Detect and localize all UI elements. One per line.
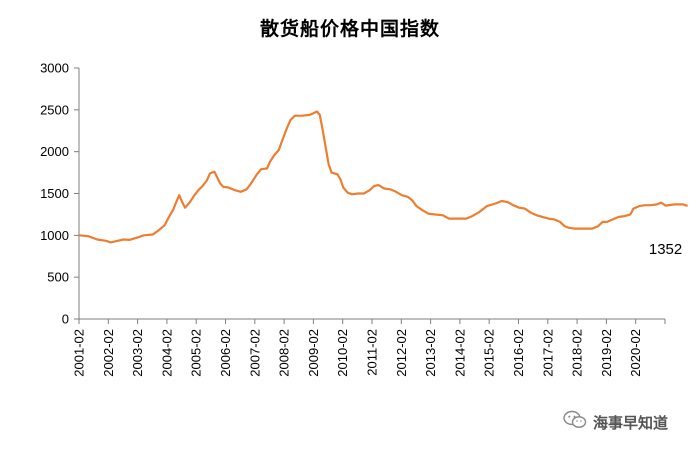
series-line (78, 110, 688, 244)
y-tick-label: 500 (47, 270, 69, 285)
x-tick-label: 2008-02 (277, 329, 292, 377)
watermark: 海事早知道 (563, 410, 668, 434)
x-tick-label: 2016-02 (511, 329, 526, 377)
axes (78, 68, 665, 320)
end-value-label: 1352 (649, 241, 682, 258)
y-tick-label: 3000 (40, 61, 69, 76)
y-axis-ticks: 0 500 1000 1500 2000 2500 3000 (40, 61, 79, 327)
x-tick-label: 2009-02 (306, 329, 321, 377)
x-tick-label: 2006-02 (218, 329, 233, 377)
x-tick-label: 2003-02 (130, 329, 145, 377)
y-tick-label: 2000 (40, 144, 69, 159)
y-tick-label: 0 (62, 312, 69, 327)
y-tick-label: 2500 (40, 102, 69, 117)
x-tick-label: 2014-02 (452, 329, 467, 377)
x-tick-label: 2012-02 (394, 329, 409, 377)
x-tick-label: 2011-02 (365, 329, 380, 376)
x-tick-label: 2019-02 (599, 329, 614, 377)
x-tick-label: 2015-02 (482, 329, 497, 377)
chart-title: 散货船价格中国指数 (259, 18, 440, 40)
y-tick-label: 1000 (40, 228, 69, 243)
x-tick-label: 2007-02 (247, 329, 262, 377)
x-tick-label: 2001-02 (72, 329, 87, 377)
x-axis-ticks: 2001-02 2002-02 2003-02 2004-02 2005-02 2006-… (72, 319, 666, 377)
x-tick-label: 2005-02 (189, 329, 204, 377)
x-tick-label: 2010-02 (335, 329, 350, 377)
x-tick-label: 2013-02 (423, 329, 438, 377)
x-tick-label: 2017-02 (540, 329, 555, 377)
x-tick-label: 2018-02 (570, 329, 585, 377)
x-tick-label: 2004-02 (159, 329, 174, 377)
watermark-text: 海事早知道 (593, 413, 669, 432)
x-tick-label: 2002-02 (101, 329, 116, 377)
y-tick-label: 1500 (40, 186, 69, 201)
x-tick-label: 2020-02 (628, 329, 643, 377)
wechat-icon (563, 410, 587, 434)
